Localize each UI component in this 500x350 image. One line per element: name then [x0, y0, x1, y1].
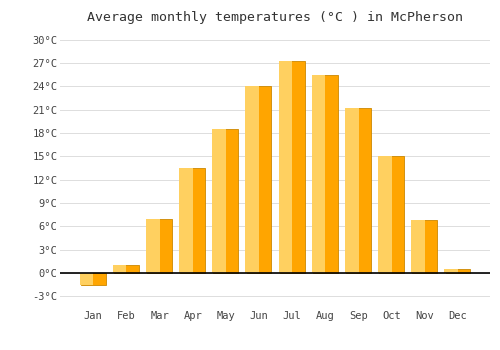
Bar	[446, 269, 470, 273]
Bar	[179, 168, 192, 273]
Bar	[380, 156, 404, 273]
Title: Average monthly temperatures (°C ) in McPherson: Average monthly temperatures (°C ) in Mc…	[87, 11, 463, 24]
Bar	[312, 75, 326, 273]
Bar	[444, 269, 458, 273]
Bar	[147, 218, 172, 273]
Bar	[246, 86, 272, 273]
Bar	[246, 86, 259, 273]
Bar	[214, 129, 238, 273]
Bar	[411, 220, 425, 273]
Bar	[180, 168, 205, 273]
Bar	[280, 62, 304, 273]
Bar	[345, 108, 358, 273]
Bar	[80, 273, 93, 285]
Bar	[81, 273, 106, 285]
Bar	[378, 156, 392, 273]
Bar	[212, 129, 226, 273]
Bar	[313, 75, 338, 273]
Bar	[346, 108, 371, 273]
Bar	[114, 265, 139, 273]
Bar	[146, 218, 160, 273]
Bar	[412, 220, 438, 273]
Bar	[278, 62, 292, 273]
Bar	[112, 265, 126, 273]
